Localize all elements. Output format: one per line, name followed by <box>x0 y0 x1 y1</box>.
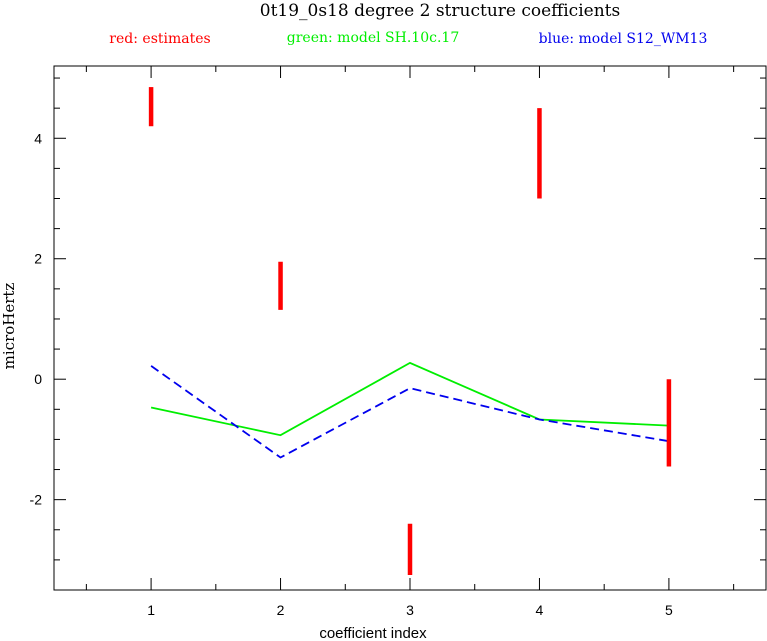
plot-frame <box>53 65 767 591</box>
y-tick-label: 2 <box>34 251 42 267</box>
legend-model-s12wm13: blue: model S12_WM13 <box>539 31 708 47</box>
x-axis-label: coefficient index <box>319 625 427 641</box>
x-tick-label: 3 <box>406 602 414 618</box>
y-axis-label: microHertz <box>0 283 18 370</box>
y-tick-label: 4 <box>34 130 42 146</box>
x-tick-label: 1 <box>147 602 155 618</box>
legend-estimates: red: estimates <box>109 31 210 47</box>
y-tick-label: -2 <box>30 492 43 508</box>
y-tick-label: 0 <box>34 371 42 387</box>
series-layer <box>150 361 670 459</box>
x-tick-label: 5 <box>665 602 673 618</box>
x-tick-label: 2 <box>277 602 285 618</box>
ticks-layer <box>54 66 766 591</box>
estimates-layer <box>148 87 672 575</box>
series-line-s12wm13 <box>150 365 670 459</box>
legend-model-sh10c17: green: model SH.10c.17 <box>287 30 459 46</box>
x-tick-label: 4 <box>536 602 544 618</box>
labels-layer: 1 2 3 4 5 -2 0 2 4 <box>30 130 673 618</box>
series-line-sh10c17 <box>150 361 669 437</box>
chart-title: 0t19_0s18 degree 2 structure coefficient… <box>260 1 620 21</box>
